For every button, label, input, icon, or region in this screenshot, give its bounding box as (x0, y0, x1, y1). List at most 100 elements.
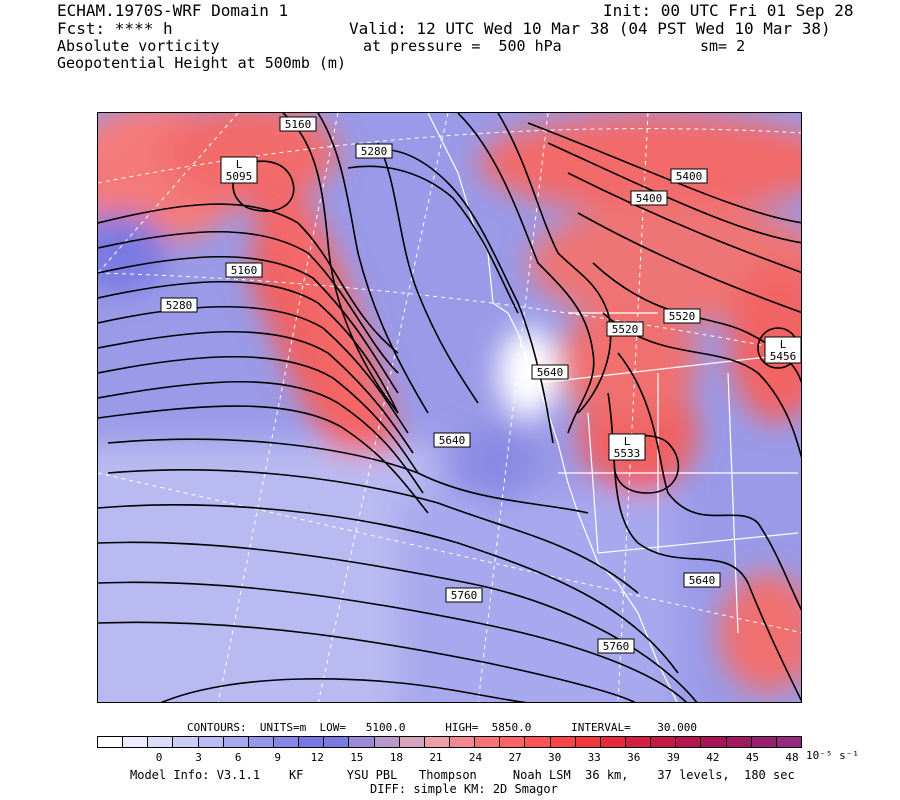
contour-label-text: 5400 (676, 170, 703, 183)
contour-label: 5160 (279, 116, 317, 132)
low-value: 5456 (770, 350, 797, 363)
contour-label-text: 5640 (537, 366, 564, 379)
colorbar-units: 10⁻⁵ s⁻¹ (806, 749, 859, 762)
colorbar-swatch (550, 737, 576, 747)
contour-label-text: 5160 (285, 118, 312, 131)
colorbar-swatch (374, 737, 400, 747)
contour-label-text: 5520 (612, 323, 639, 336)
colorbar-swatch (625, 737, 652, 747)
colorbar-swatch (475, 737, 501, 747)
field-name-contour: Geopotential Height at 500mb (m) (57, 54, 346, 72)
colorbar-swatch (449, 737, 476, 747)
contour-label: 5400 (630, 190, 668, 206)
weather-map: 5160 5280 5400 5400 5160 5280 5520 5520 … (97, 112, 802, 703)
colorbar-tick-label: 33 (587, 751, 601, 764)
contour-label: 5280 (355, 143, 393, 159)
colorbar-swatch (600, 737, 626, 747)
contour-label: 5280 (160, 297, 198, 313)
colorbar-tick-label: 15 (350, 751, 364, 764)
colorbar-tick-label: 30 (548, 751, 562, 764)
colorbar-swatch (399, 737, 425, 747)
colorbar-swatch (248, 737, 274, 747)
colorbar-swatch (751, 737, 777, 747)
contour-label-text: 5640 (439, 434, 466, 447)
geopotential-contours (98, 113, 801, 702)
colorbar-tick-label: 21 (429, 751, 443, 764)
grid-lines (98, 113, 801, 702)
contour-label: 5640 (531, 364, 569, 380)
low-marker: L 5456 (764, 336, 801, 364)
contour-label-boxes: 5160 5280 5400 5400 5160 5280 5520 5520 … (160, 116, 721, 654)
colorbar-tick-label: 39 (666, 751, 680, 764)
colorbar-swatch (273, 737, 300, 747)
diffusion-info: DIFF: simple KM: 2D Smagor (370, 782, 558, 796)
colorbar-swatch (173, 737, 199, 747)
contour-label-text: 5640 (689, 574, 716, 587)
colorbar-swatch (575, 737, 601, 747)
colorbar-swatch (223, 737, 249, 747)
low-pressure-markers: L 5095 L 5456 L 5533 (220, 156, 801, 461)
colorbar-tick-label: 18 (389, 751, 403, 764)
contour-label-text: 5400 (636, 192, 663, 205)
colorbar-swatch (676, 737, 702, 747)
contour-label-text: 5160 (231, 264, 258, 277)
low-value: 5533 (614, 447, 641, 460)
colorbar-tick-label: 9 (274, 751, 281, 764)
contour-label-text: 5760 (603, 640, 630, 653)
colorbar-swatch (198, 737, 224, 747)
contour-label-text: 5280 (166, 299, 193, 312)
contour-label-text: 5760 (451, 589, 478, 602)
contour-label-text: 5280 (361, 145, 388, 158)
colorbar-swatch (651, 737, 677, 747)
contour-label: 5640 (433, 432, 471, 448)
low-letter: L (236, 158, 243, 171)
colorbar-tick-label: 27 (508, 751, 522, 764)
colorbar-tick-label: 6 (234, 751, 242, 764)
colorbar-swatch (349, 737, 375, 747)
valid-time: Valid: 12 UTC Wed 10 Mar 38 (04 PST Wed … (349, 19, 831, 38)
colorbar-swatch (726, 737, 752, 747)
colorbar-swatch (525, 737, 551, 747)
colorbar-swatch (299, 737, 325, 747)
colorbar-tick-label: 36 (627, 751, 641, 764)
colorbar-tick-label: 12 (310, 751, 324, 764)
colorbar-swatch (701, 737, 727, 747)
vorticity-shading (98, 113, 801, 702)
colorbar-tick-label: 0 (155, 751, 163, 764)
contour-label: 5160 (225, 262, 263, 278)
init-time: Init: 00 UTC Fri 01 Sep 28 (603, 1, 854, 20)
low-letter: L (624, 435, 631, 448)
colorbar-swatch (123, 737, 149, 747)
colorbar-swatch (324, 737, 350, 747)
colorbar-tick-label: 42 (706, 751, 720, 764)
low-value: 5095 (226, 170, 253, 183)
smoothing-setting: sm= 2 (700, 37, 746, 55)
colorbar-swatch (776, 737, 801, 747)
contour-label: 5760 (597, 638, 635, 654)
contour-label: 5520 (663, 308, 701, 324)
colorbar (97, 736, 802, 748)
colorbar-tick-label: 3 (195, 751, 202, 764)
model-title: ECHAM.1970S-WRF Domain 1 (57, 1, 289, 20)
colorbar-ticks: 0 3 6 9 12 15 18 21 24 27 30 33 36 39 42 45 48 (97, 751, 802, 765)
pressure-level: at pressure = 500 hPa (363, 37, 562, 55)
contour-label: 5640 (683, 572, 721, 588)
colorbar-tick-label: 45 (745, 751, 760, 764)
contour-label: 5400 (670, 168, 708, 184)
contour-label-text: 5520 (669, 310, 696, 323)
colorbar-swatch (98, 737, 124, 747)
contours-info: CONTOURS: UNITS=m LOW= 5100.0 HIGH= 5850… (187, 721, 697, 734)
forecast-hour: Fcst: **** h (57, 19, 173, 38)
low-marker: L 5095 (220, 156, 258, 184)
contour-label: 5520 (606, 321, 644, 337)
contour-label: 5760 (445, 587, 483, 603)
colorbar-tick-label: 24 (468, 751, 483, 764)
model-info: Model Info: V3.1.1 KF YSU PBL Thompson N… (130, 768, 795, 782)
colorbar-swatch (148, 737, 174, 747)
colorbar-tick-label: 48 (785, 751, 799, 764)
low-letter: L (780, 338, 787, 351)
colorbar-swatch (424, 737, 450, 747)
field-name-shaded: Absolute vorticity (57, 37, 220, 55)
low-marker: L 5533 (608, 433, 646, 461)
colorbar-swatch (500, 737, 526, 747)
